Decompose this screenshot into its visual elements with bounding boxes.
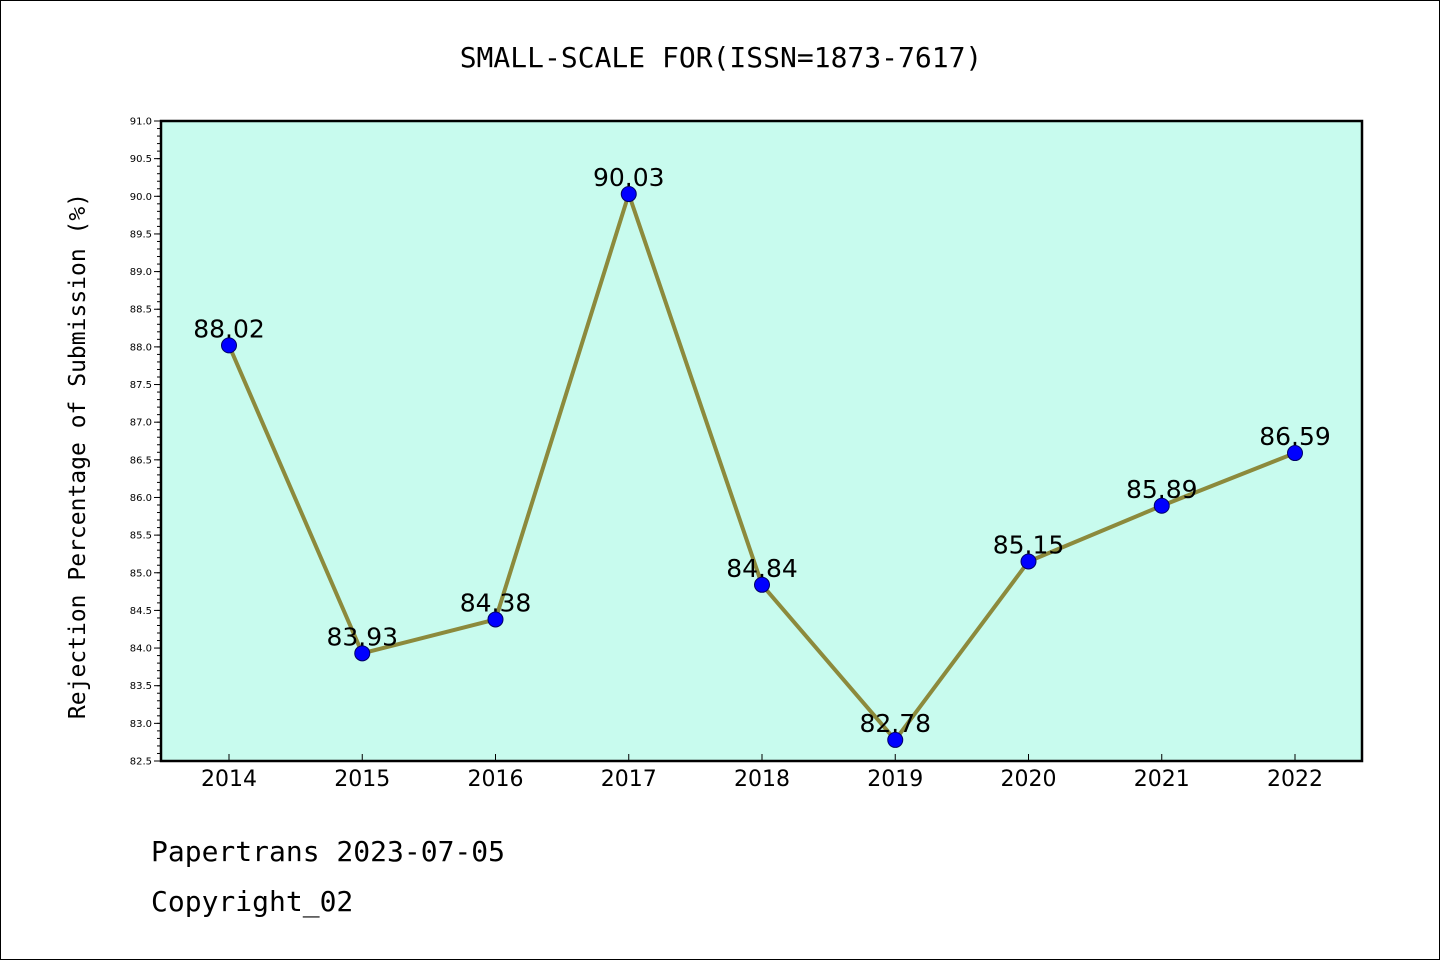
- footer-copyright-line: Copyright_02: [151, 885, 354, 918]
- data-point-marker: [887, 731, 904, 748]
- y-tick-label: 83.5: [130, 681, 152, 692]
- chart-title: SMALL-SCALE FOR(ISSN=1873-7617): [460, 41, 983, 74]
- y-axis-ticks: 82.5 83.0 83.5 84.0 84.5 85.0 85.5 86.0 86.5 87.0…: [130, 117, 161, 768]
- y-tick-label: 83.0: [130, 719, 152, 730]
- y-tick-label: 86.0: [130, 493, 152, 504]
- x-tick-label: 2016: [468, 767, 524, 792]
- y-tick-label: 84.0: [130, 644, 152, 655]
- y-axis-label: Rejection Percentage of Submission (%): [65, 193, 91, 719]
- data-point-marker: [620, 186, 637, 203]
- data-point-label: 85.15: [993, 530, 1065, 559]
- data-point-marker: [1287, 445, 1303, 462]
- y-tick-label: 85.0: [130, 568, 152, 579]
- x-tick-label: 2019: [867, 767, 923, 792]
- y-tick-label: 89.0: [130, 267, 152, 278]
- data-point-label: 86.59: [1259, 422, 1331, 451]
- x-tick-label: 2014: [201, 767, 257, 792]
- x-tick-label: 2015: [334, 767, 390, 792]
- data-point-marker: [221, 337, 237, 354]
- data-point-label: 84.84: [726, 554, 798, 583]
- y-tick-label: 85.5: [130, 531, 152, 542]
- y-tick-label: 90.5: [130, 154, 152, 165]
- data-point-label: 82.78: [859, 709, 931, 738]
- y-tick-label: 89.5: [130, 229, 152, 240]
- x-tick-label: 2020: [1001, 767, 1057, 792]
- data-point-marker: [487, 611, 504, 628]
- data-point-label: 83.93: [326, 622, 398, 651]
- y-tick-label: 88.5: [130, 305, 152, 316]
- y-tick-label: 90.0: [130, 192, 152, 203]
- data-point-label: 85.89: [1126, 475, 1198, 504]
- y-tick-label: 84.5: [130, 606, 152, 617]
- x-tick-label: 2022: [1267, 767, 1323, 792]
- footer-date-line: Papertrans 2023-07-05: [151, 835, 506, 868]
- y-tick-label: 87.5: [130, 380, 152, 391]
- data-point-marker: [754, 576, 770, 593]
- data-point-label: 84.38: [460, 588, 532, 617]
- y-tick-label: 82.5: [130, 757, 152, 768]
- data-point-marker: [1020, 553, 1037, 570]
- plot-border: [159, 119, 1364, 763]
- x-tick-label: 2018: [734, 767, 790, 792]
- x-axis-ticks: 2014 2015 2016 2017 2018 2019 2020 2021 2022: [201, 754, 1323, 792]
- y-tick-label: 87.0: [130, 418, 152, 429]
- x-tick-label: 2021: [1134, 767, 1190, 792]
- data-point-marker: [354, 645, 371, 662]
- x-tick-label: 2017: [601, 767, 657, 792]
- data-point-marker: [1153, 497, 1170, 514]
- data-labels: 88.02 83.93 84.38 90.03 84.84 82.78 85.15 85.89…: [193, 163, 1331, 738]
- y-tick-label: 91.0: [130, 117, 152, 128]
- y-tick-label: 86.5: [130, 455, 152, 466]
- data-point-label: 88.02: [193, 314, 265, 343]
- data-markers: [221, 186, 1303, 748]
- y-tick-label: 88.0: [130, 342, 152, 353]
- data-point-label: 90.03: [593, 163, 665, 192]
- plot-area: [161, 121, 1362, 761]
